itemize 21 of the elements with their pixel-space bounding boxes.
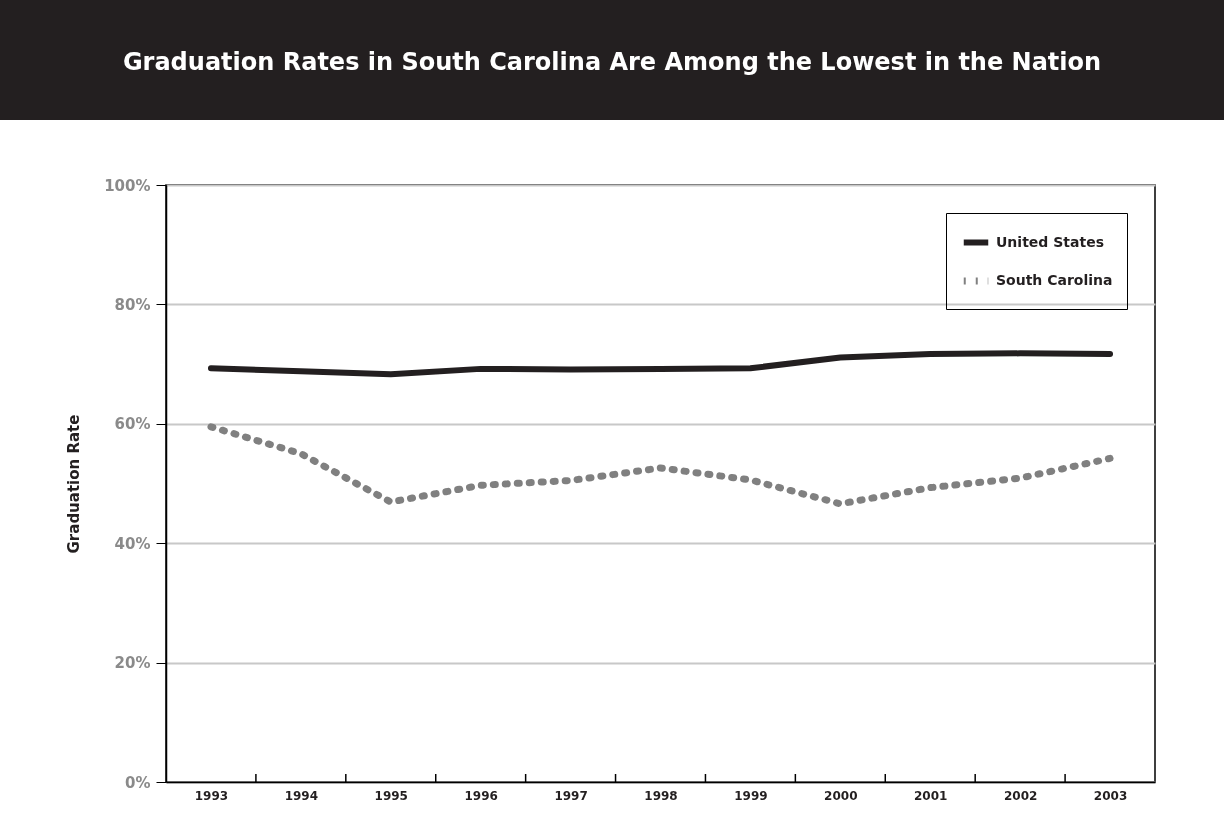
legend-label: United States	[996, 233, 1104, 250]
x-tick-label: 1998	[644, 788, 678, 803]
x-tick-label: 2000	[824, 788, 858, 803]
x-tick-label: 1996	[464, 788, 498, 803]
y-tick-label: 20%	[114, 654, 151, 673]
y-tick-label: 40%	[114, 534, 151, 553]
x-tick-label: 2001	[914, 788, 948, 803]
x-tick-label: 1997	[554, 788, 588, 803]
y-tick-label: 80%	[114, 295, 151, 314]
x-tick-label: 1994	[284, 788, 319, 803]
x-tick-label: 1999	[734, 788, 768, 803]
legend-label: South Carolina	[996, 272, 1113, 288]
y-axis-title: Graduation Rate	[65, 414, 84, 554]
y-tick-label: 60%	[114, 415, 151, 434]
x-tick-label: 2002	[1003, 788, 1038, 803]
chart-title: Graduation Rates in South Carolina Are Among the Lowest in the Nation	[122, 48, 1102, 76]
y-tick-label: 0%	[125, 773, 151, 792]
y-tick-label: 100%	[104, 176, 151, 195]
x-tick-label: 1993	[194, 788, 229, 803]
x-tick-label: 2003	[1093, 788, 1128, 803]
x-tick-label: 1995	[374, 788, 408, 803]
